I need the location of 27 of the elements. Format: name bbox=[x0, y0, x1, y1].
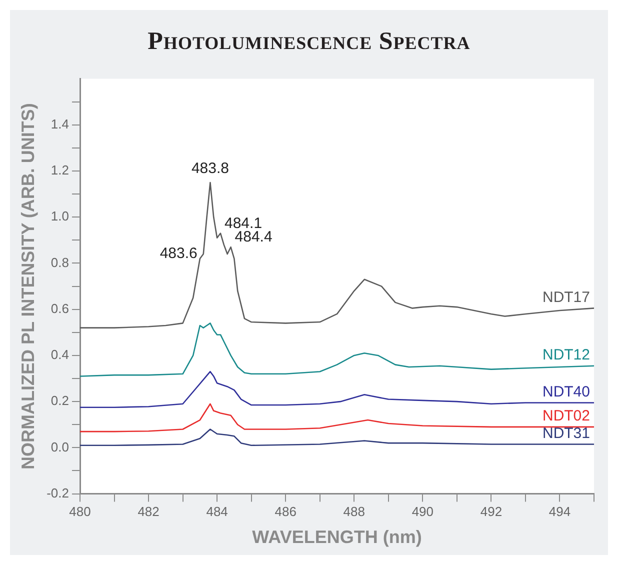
x-tick-label: 492 bbox=[480, 504, 502, 520]
y-tick-label: 0.4 bbox=[50, 347, 69, 362]
series-label: NDT17 bbox=[542, 288, 590, 306]
y-tick-label: 1.2 bbox=[50, 162, 69, 178]
y-tick-label: 0.8 bbox=[50, 254, 69, 270]
series-label: NDT12 bbox=[542, 346, 590, 364]
y-axis-title: NORMALIZED PL INTENSITY (ARB. UNITS) bbox=[18, 103, 38, 470]
x-tick-label: 484 bbox=[206, 504, 228, 520]
series-label: NDT02 bbox=[542, 408, 590, 425]
y-tick-label: 1.4 bbox=[50, 116, 69, 132]
x-tick-label: 486 bbox=[274, 504, 296, 520]
x-axis-title: WAVELENGTH (nm) bbox=[252, 527, 422, 548]
y-tick-label: -0.2 bbox=[46, 485, 69, 500]
chart-title: Photoluminescence Spectra bbox=[146, 28, 472, 56]
y-tick-label: 0.2 bbox=[50, 393, 69, 408]
annotation: 483.6 bbox=[160, 245, 198, 262]
y-tick-label: 0.0 bbox=[50, 439, 69, 454]
x-tick-label: 490 bbox=[412, 504, 434, 520]
x-tick-label: 482 bbox=[138, 504, 160, 520]
x-tick-label: 480 bbox=[69, 504, 91, 520]
series-label: NDT40 bbox=[542, 383, 590, 400]
annotation: 483.8 bbox=[191, 160, 229, 178]
x-tick-label: 488 bbox=[343, 504, 365, 520]
x-tick-label: 494 bbox=[548, 504, 571, 520]
y-tick-label: 1.0 bbox=[50, 208, 69, 224]
y-tick-label: 0.6 bbox=[50, 300, 69, 316]
series-label: NDT31 bbox=[542, 424, 590, 442]
